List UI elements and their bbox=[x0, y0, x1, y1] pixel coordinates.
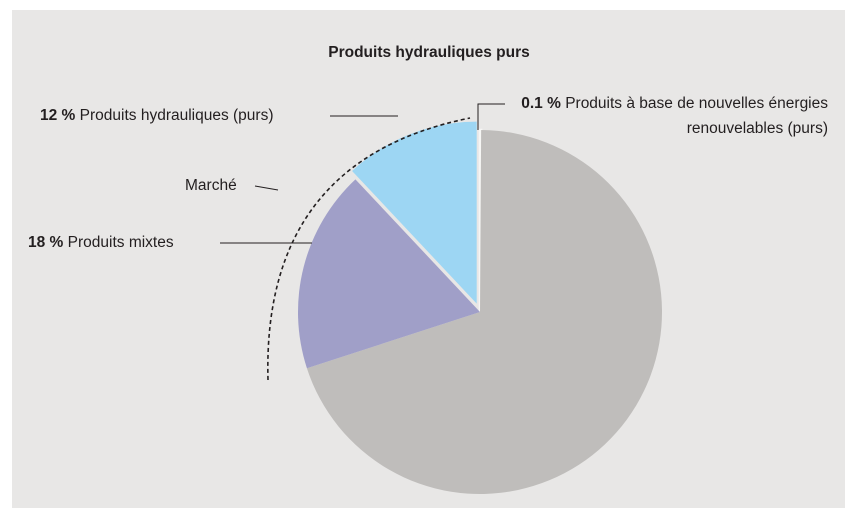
leader-line bbox=[254, 185, 279, 191]
pie-slice bbox=[306, 130, 662, 494]
value-label: 12 % bbox=[40, 107, 76, 124]
pie-slice bbox=[352, 121, 477, 304]
leader-line bbox=[477, 103, 505, 130]
slice-label: 0.1 % Produits à base de nouvelles énerg… bbox=[508, 91, 828, 141]
pie-slice bbox=[298, 179, 480, 369]
category-label: Produits mixtes bbox=[67, 234, 174, 251]
value-label: 18 % bbox=[28, 234, 64, 251]
category-label: Produits à base de nouvelles énergies re… bbox=[565, 95, 828, 137]
market-bracket bbox=[267, 117, 471, 381]
slice-label: 12 % Produits hydrauliques (purs) bbox=[40, 103, 274, 128]
category-label: Produits hydrauliques (purs) bbox=[79, 107, 274, 124]
annotation: Marché bbox=[185, 177, 237, 194]
value-label: 0.1 % bbox=[521, 95, 561, 112]
chart-title: Produits hydrauliques purs bbox=[328, 44, 530, 61]
slice-label: 18 % Produits mixtes bbox=[28, 230, 174, 255]
